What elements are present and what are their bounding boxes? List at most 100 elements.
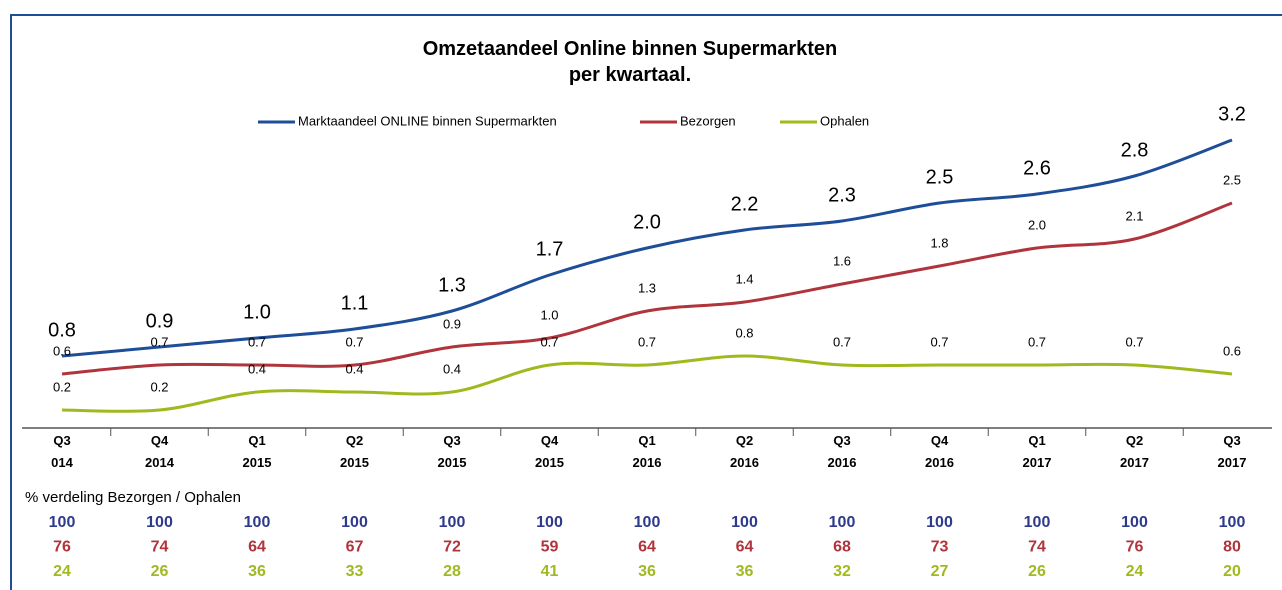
table-cell: 24 [1126,563,1144,580]
data-label: 0.2 [53,379,71,394]
data-label: 2.2 [731,193,759,215]
table-cell: 64 [248,539,266,556]
data-label: 0.7 [930,334,948,349]
data-label: 1.6 [833,253,851,268]
table-cell: 100 [829,514,856,531]
data-label: 0.9 [443,316,461,331]
data-label: 0.8 [735,325,753,340]
table-cell: 100 [244,514,271,531]
data-label: 0.7 [540,334,558,349]
table-cell: 36 [638,563,656,580]
table-title: % verdeling Bezorgen / Ophalen [25,489,241,506]
data-label: 0.2 [150,379,168,394]
x-tick-label: Q3 2016 [827,433,857,470]
table-cell: 100 [146,514,173,531]
table-cell: 68 [833,539,851,556]
data-label: 2.5 [1223,172,1241,187]
data-label: 1.7 [536,238,564,260]
data-label: 3.2 [1218,103,1246,125]
table-cell: 64 [638,539,656,556]
table-cell: 27 [931,563,949,580]
table-cell: 64 [736,539,754,556]
data-label: 0.7 [833,334,851,349]
data-label: 1.8 [930,235,948,250]
border [10,14,1282,590]
data-label: 0.7 [638,334,656,349]
table-cell: 100 [1219,514,1246,531]
table-cell: 24 [53,563,71,580]
table-cell: 67 [346,539,364,556]
x-tick-label: Q2 2016 [730,433,759,470]
data-label: 1.3 [638,280,656,295]
x-tick-label: Q3 2017 [1217,433,1247,470]
x-tick-label: Q3 014 [51,433,73,470]
table-cell: 100 [1121,514,1148,531]
table-cell: 26 [151,563,169,580]
data-label: 2.8 [1121,139,1149,161]
data-label: 2.1 [1125,208,1143,223]
x-tick-label: Q4 2016 [925,433,954,470]
data-label: 0.7 [150,334,168,349]
data-label: 0.7 [1125,334,1143,349]
data-label: 0.4 [345,361,363,376]
table-cell: 32 [833,563,851,580]
table-cell: 59 [541,539,559,556]
series-line [61,138,1233,358]
table-cell: 100 [1024,514,1051,531]
table-cell: 100 [536,514,563,531]
x-tick-label: Q4 2015 [535,433,564,470]
series-line [61,354,1233,413]
x-tick-label: Q1 2015 [242,433,272,470]
x-tick-label: Q2 2017 [1120,433,1149,470]
data-label: 0.7 [345,334,363,349]
data-label: 2.5 [926,166,954,188]
legend-label: Bezorgen [680,113,736,128]
data-label: 2.3 [828,184,856,206]
data-label: 1.0 [243,301,271,323]
table-cell: 72 [443,539,461,556]
table-cell: 100 [439,514,466,531]
data-label: 0.6 [53,343,71,358]
data-label: 0.9 [146,310,174,332]
data-label: 0.7 [1028,334,1046,349]
table-cell: 100 [49,514,76,531]
table-cell: 100 [634,514,661,531]
table-cell: 100 [731,514,758,531]
x-tick-label: Q2 2015 [340,433,369,470]
data-label: 2.0 [633,211,661,233]
legend-label: Marktaandeel ONLINE binnen Supermarkten [298,113,557,128]
chart-title: Omzetaandeel Online binnen Supermarkten p… [423,38,838,86]
data-label: 0.4 [443,361,461,376]
table-cell: 76 [1126,539,1144,556]
table-cell: 100 [926,514,953,531]
x-tick-label: Q1 2016 [632,433,662,470]
data-label: 2.6 [1023,157,1051,179]
table-cell: 80 [1223,539,1241,556]
legend-label: Ophalen [820,113,869,128]
x-tick-label: Q3 2015 [437,433,467,470]
data-label: 0.4 [248,361,266,376]
table-cell: 41 [541,563,559,580]
data-label: 1.0 [540,307,558,322]
data-label: 0.8 [48,319,76,341]
x-tick-label: Q1 2017 [1022,433,1052,470]
data-label: 1.3 [438,274,466,296]
table-cell: 33 [346,563,364,580]
data-label: 1.1 [341,292,369,314]
table-cell: 36 [736,563,754,580]
table-cell: 36 [248,563,266,580]
table-cell: 20 [1223,563,1241,580]
table-cell: 74 [1028,539,1046,556]
table-cell: 73 [931,539,949,556]
table-cell: 76 [53,539,71,556]
data-label: 1.4 [735,271,753,286]
table-cell: 28 [443,563,461,580]
data-label: 2.0 [1028,217,1046,232]
table-cell: 74 [151,539,169,556]
series-line [61,201,1233,376]
table-cell: 26 [1028,563,1046,580]
data-label: 0.6 [1223,343,1241,358]
